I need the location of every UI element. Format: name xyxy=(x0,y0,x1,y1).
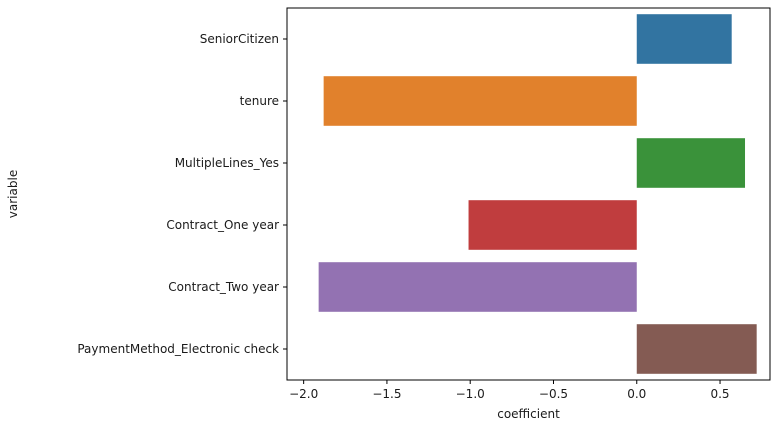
x-axis-ticks: −2.0 −1.5 −1.0 −0.5 0.0 0.5 xyxy=(289,380,730,401)
plot-frame xyxy=(286,7,771,381)
y-tick-label: Contract_Two year xyxy=(168,280,279,294)
y-tick-label: SeniorCitizen xyxy=(200,32,279,46)
bar-multiplelines-yes xyxy=(636,138,746,188)
y-tick-label: Contract_One year xyxy=(166,218,279,232)
y-tick-label: MultipleLines_Yes xyxy=(175,156,279,170)
x-tick-label: −0.5 xyxy=(539,387,568,401)
bars-layer xyxy=(318,14,757,374)
bar-contract-two-year xyxy=(318,262,637,312)
bar-paymentmethod-electronic-check xyxy=(636,324,757,374)
x-tick-label: −2.0 xyxy=(289,387,318,401)
bar-tenure xyxy=(323,76,637,126)
x-tick-label: −1.0 xyxy=(456,387,485,401)
y-tick-label: tenure xyxy=(240,94,279,108)
bar-contract-one-year xyxy=(468,200,637,250)
y-tick-label: PaymentMethod_Electronic check xyxy=(77,342,279,356)
bar-seniorcitizen xyxy=(636,14,732,64)
x-tick-label: 0.0 xyxy=(627,387,646,401)
x-axis-label: coefficient xyxy=(497,407,560,421)
y-axis-label: variable xyxy=(6,170,20,218)
y-axis-ticks: SeniorCitizen tenure MultipleLines_Yes Cont… xyxy=(77,32,287,356)
x-tick-label: 0.5 xyxy=(710,387,729,401)
x-tick-label: −1.5 xyxy=(372,387,401,401)
